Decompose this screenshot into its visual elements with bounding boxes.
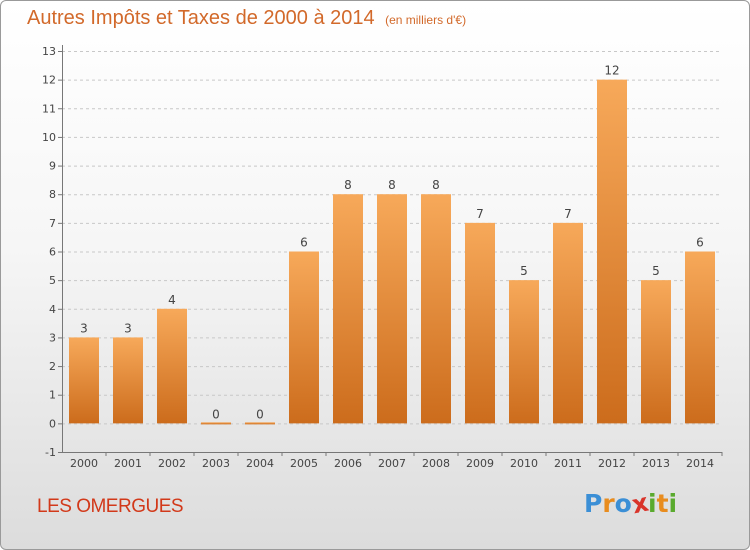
y-tick-label: 0 bbox=[49, 417, 56, 430]
y-tick-label: 7 bbox=[49, 217, 56, 230]
title-text: Autres Impôts et Taxes de 2000 à 2014 bbox=[27, 7, 375, 29]
y-tick-label: 1 bbox=[49, 389, 56, 402]
data-label: 6 bbox=[300, 236, 308, 250]
logo-letter: i bbox=[648, 489, 657, 518]
y-tick-label: 4 bbox=[49, 303, 56, 316]
y-tick-label: 8 bbox=[49, 188, 56, 201]
y-tick-label: 5 bbox=[49, 274, 56, 287]
y-tick-label: 2 bbox=[49, 360, 56, 373]
y-tick-label: 12 bbox=[42, 74, 56, 87]
data-label: 3 bbox=[124, 321, 132, 335]
data-label: 12 bbox=[604, 64, 619, 78]
x-tick-label: 2009 bbox=[466, 457, 494, 470]
bar-2007 bbox=[377, 194, 407, 424]
bar-2001 bbox=[113, 337, 143, 424]
data-label: 4 bbox=[168, 293, 176, 307]
bar-2011 bbox=[553, 222, 583, 424]
x-tick-label: 2013 bbox=[642, 457, 670, 470]
x-tick-label: 2003 bbox=[202, 457, 230, 470]
bar-2009 bbox=[465, 222, 495, 424]
data-labels: 3 3 4 0 0 6 8 8 8 7 5 7 12 5 6 bbox=[80, 64, 704, 422]
logo-letter: r bbox=[602, 489, 615, 518]
x-tick-label: 2004 bbox=[246, 457, 274, 470]
bar-2000 bbox=[69, 337, 99, 424]
x-tick-label: 2001 bbox=[114, 457, 142, 470]
bar-2013 bbox=[641, 280, 671, 424]
y-tick-label: 11 bbox=[42, 102, 56, 115]
unit-note: (en milliers d'€) bbox=[385, 13, 467, 27]
y-tick-label: -1 bbox=[45, 446, 56, 459]
y-tick-label: 9 bbox=[49, 160, 56, 173]
proxiti-logo: Proxiti bbox=[584, 488, 678, 520]
data-label: 3 bbox=[80, 321, 88, 335]
x-tick-label: 2014 bbox=[686, 457, 714, 470]
x-tick-label: 2010 bbox=[510, 457, 538, 470]
x-tick-label: 2000 bbox=[70, 457, 98, 470]
logo-letter: t bbox=[656, 489, 669, 518]
x-tick-label: 2011 bbox=[554, 457, 582, 470]
chart-title: Autres Impôts et Taxes de 2000 à 2014 (e… bbox=[27, 7, 466, 30]
data-label: 0 bbox=[256, 407, 264, 421]
data-label: 0 bbox=[212, 407, 220, 421]
bar-2014 bbox=[685, 251, 715, 424]
x-tick-label: 2008 bbox=[422, 457, 450, 470]
x-tick-label: 2005 bbox=[290, 457, 318, 470]
bar-2004 bbox=[245, 422, 275, 425]
data-label: 8 bbox=[388, 178, 396, 192]
y-tick-label: 3 bbox=[49, 331, 56, 344]
data-label: 5 bbox=[652, 264, 660, 278]
y-tick-label: 13 bbox=[42, 45, 56, 58]
bar-2012 bbox=[597, 79, 627, 424]
data-label: 6 bbox=[696, 236, 704, 250]
bar-2008 bbox=[421, 194, 451, 424]
bars bbox=[69, 79, 715, 425]
bar-2006 bbox=[333, 194, 363, 424]
data-label: 7 bbox=[564, 207, 572, 221]
data-label: 8 bbox=[344, 178, 352, 192]
bar-2003 bbox=[201, 422, 231, 425]
x-tick-label: 2012 bbox=[598, 457, 626, 470]
x-tick-label: 2007 bbox=[378, 457, 406, 470]
logo-letter: P bbox=[584, 489, 603, 518]
bar-2005 bbox=[289, 251, 319, 424]
y-tick-label: 6 bbox=[49, 246, 56, 259]
y-tick-label: 10 bbox=[42, 131, 56, 144]
x-tick-label: 2006 bbox=[334, 457, 362, 470]
logo-letter: i bbox=[668, 489, 678, 518]
data-label: 7 bbox=[476, 207, 484, 221]
commune-name: LES OMERGUES bbox=[37, 496, 184, 517]
data-label: 8 bbox=[432, 178, 440, 192]
data-label: 5 bbox=[520, 264, 528, 278]
logo-letter: o bbox=[614, 489, 632, 518]
bar-2002 bbox=[157, 308, 187, 424]
bar-2010 bbox=[509, 280, 539, 424]
x-tick-label: 2002 bbox=[158, 457, 186, 470]
